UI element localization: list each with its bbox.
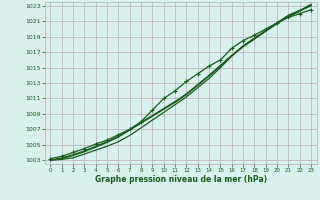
X-axis label: Graphe pression niveau de la mer (hPa): Graphe pression niveau de la mer (hPa)	[95, 175, 267, 184]
